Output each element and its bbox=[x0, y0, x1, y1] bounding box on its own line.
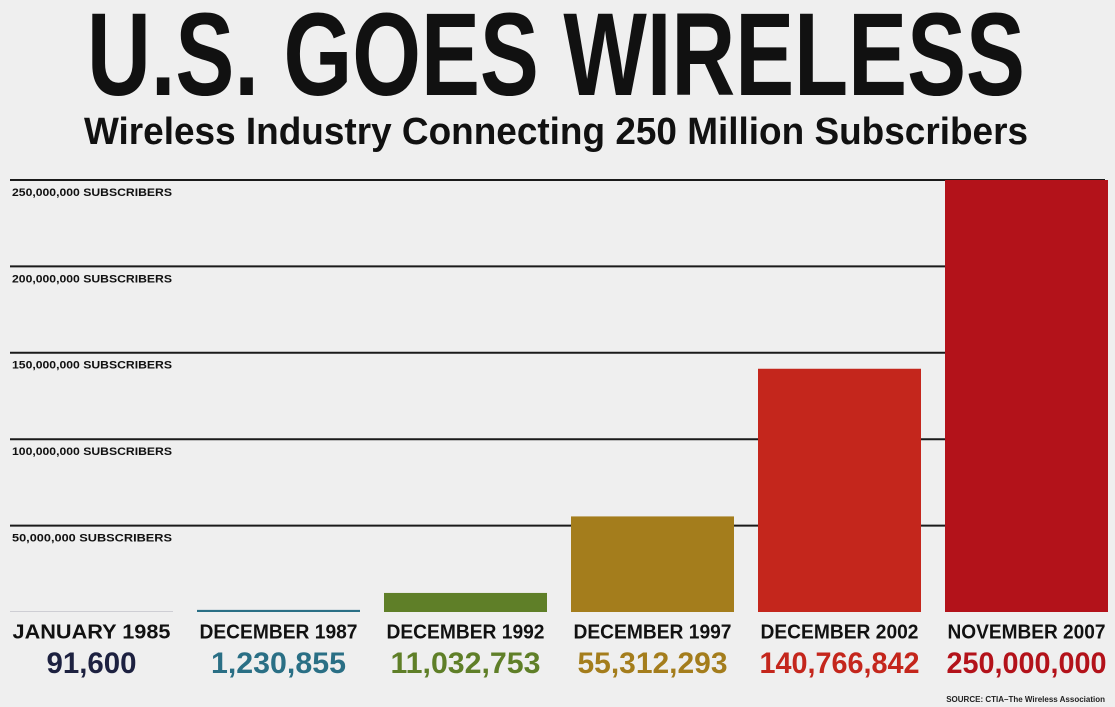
x-tick-label: DECEMBER 1992 bbox=[387, 621, 545, 643]
y-tick-label: 50,000,000 SUBSCRIBERS bbox=[12, 533, 172, 545]
x-tick-label: NOVEMBER 2007 bbox=[948, 621, 1106, 643]
value-label: 55,312,293 bbox=[578, 647, 728, 680]
chart-title: U.S. GOES WIRELESS bbox=[87, 0, 1025, 121]
source-note: SOURCE: CTIA–The Wireless Association bbox=[946, 695, 1105, 704]
x-tick-label: JANUARY 1985 bbox=[13, 621, 171, 643]
y-tick-label: 150,000,000 SUBSCRIBERS bbox=[12, 360, 172, 372]
y-tick-label: 200,000,000 SUBSCRIBERS bbox=[12, 273, 172, 285]
bar bbox=[571, 516, 734, 612]
y-tick-label: 100,000,000 SUBSCRIBERS bbox=[12, 446, 172, 458]
value-label: 140,766,842 bbox=[760, 647, 920, 680]
y-tick-label: 250,000,000 SUBSCRIBERS bbox=[12, 187, 172, 199]
value-label: 91,600 bbox=[47, 647, 137, 680]
x-tick-label: DECEMBER 1997 bbox=[574, 621, 732, 643]
value-label: 1,230,855 bbox=[211, 647, 346, 680]
value-label: 250,000,000 bbox=[947, 647, 1107, 680]
chart-subtitle: Wireless Industry Connecting 250 Million… bbox=[84, 111, 1028, 153]
value-label: 11,032,753 bbox=[391, 647, 541, 680]
bar bbox=[945, 180, 1108, 612]
x-tick-label: DECEMBER 1987 bbox=[200, 621, 358, 643]
bar bbox=[197, 609, 360, 612]
bar bbox=[384, 592, 547, 612]
bar bbox=[758, 368, 921, 612]
x-tick-label: DECEMBER 2002 bbox=[761, 621, 919, 643]
